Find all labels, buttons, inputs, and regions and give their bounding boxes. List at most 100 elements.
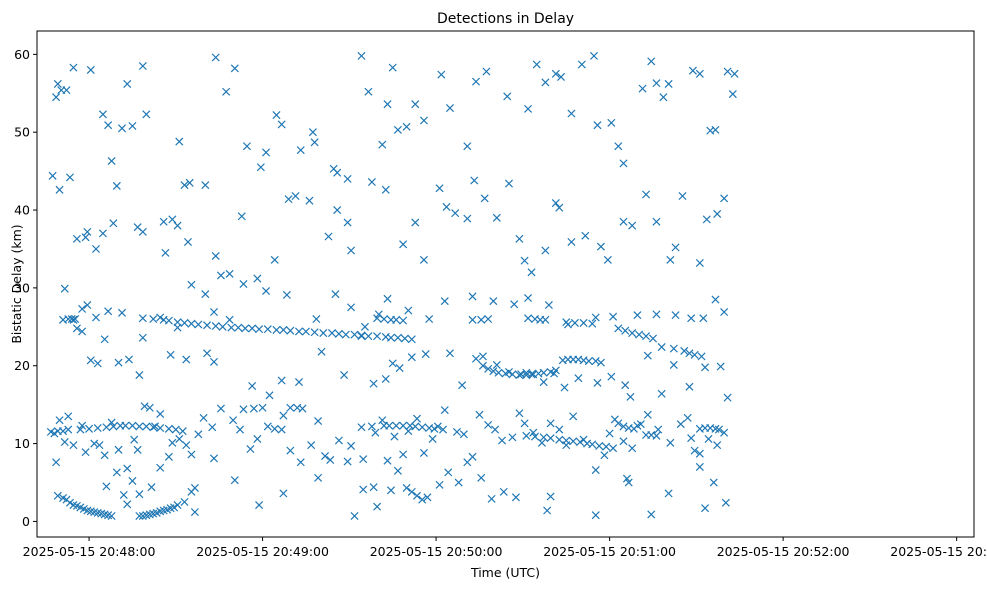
data-point <box>230 476 239 485</box>
data-point <box>381 374 390 383</box>
data-point <box>378 140 387 149</box>
data-point <box>253 274 262 283</box>
data-point <box>333 168 342 177</box>
data-point <box>194 320 203 329</box>
data-point <box>489 367 498 376</box>
data-point <box>498 436 507 445</box>
data-point <box>359 485 368 494</box>
data-point <box>567 237 576 246</box>
data-point <box>119 490 128 499</box>
data-point <box>475 410 484 419</box>
data-point <box>104 121 113 130</box>
data-point <box>147 483 156 492</box>
data-point <box>347 441 356 450</box>
data-point <box>164 316 173 325</box>
x-tick-label: 2025-05-15 20:50:00 <box>370 544 503 559</box>
data-point <box>520 419 529 428</box>
data-point <box>333 206 342 215</box>
data-point <box>544 300 553 310</box>
data-point <box>314 473 323 482</box>
data-point <box>642 332 651 341</box>
data-point <box>702 215 711 224</box>
data-point <box>421 350 430 359</box>
data-point <box>279 325 288 334</box>
data-point <box>173 501 182 510</box>
data-point <box>209 308 219 317</box>
data-point <box>62 86 71 95</box>
data-point <box>477 315 486 324</box>
plot-frame <box>36 30 975 538</box>
data-point <box>235 425 245 434</box>
data-point <box>357 332 366 341</box>
data-point <box>321 452 330 461</box>
data-point <box>491 425 500 434</box>
data-point <box>445 349 454 358</box>
data-point <box>664 489 673 498</box>
y-tick-label: 30 <box>14 280 30 295</box>
data-point <box>605 429 614 438</box>
data-point <box>262 148 271 157</box>
data-point <box>551 69 560 78</box>
data-point <box>393 125 402 134</box>
data-point <box>263 422 272 431</box>
data-point <box>209 357 219 366</box>
data-point <box>532 60 541 69</box>
data-point <box>211 322 220 331</box>
data-point <box>55 185 64 194</box>
data-point <box>638 84 647 93</box>
data-point <box>100 451 109 460</box>
data-point <box>393 333 402 342</box>
data-point <box>100 335 109 344</box>
y-tick-label: 0 <box>22 514 30 529</box>
data-point <box>187 280 196 289</box>
data-point <box>539 433 548 442</box>
data-point <box>515 409 524 418</box>
data-point <box>392 315 401 324</box>
data-point <box>671 311 680 320</box>
data-point <box>242 142 251 151</box>
data-point <box>182 441 191 450</box>
data-point <box>171 425 180 434</box>
data-point <box>418 495 427 504</box>
data-point <box>588 440 597 449</box>
data-point <box>149 315 158 324</box>
data-point <box>607 372 616 381</box>
data-point <box>67 315 76 324</box>
data-point <box>678 192 687 201</box>
data-point <box>471 354 481 363</box>
y-tick-label: 50 <box>14 125 30 140</box>
data-point <box>117 308 127 317</box>
data-point <box>557 72 566 81</box>
data-point <box>386 333 396 342</box>
data-point <box>626 392 635 401</box>
data-point <box>187 450 196 459</box>
data-point <box>369 483 378 492</box>
data-point <box>720 194 729 203</box>
data-point <box>555 425 564 434</box>
data-point <box>388 359 397 368</box>
data-point <box>256 163 265 172</box>
data-point <box>560 383 569 392</box>
data-point <box>593 378 602 387</box>
data-point <box>373 314 382 323</box>
data-point <box>524 104 533 113</box>
data-point <box>185 178 194 187</box>
data-point <box>367 422 376 431</box>
data-point <box>654 425 663 434</box>
data-point <box>164 424 173 433</box>
data-point <box>539 378 548 387</box>
data-point <box>117 124 127 133</box>
data-point <box>168 215 177 224</box>
x-tick-label: 2025-05-15 20:52:00 <box>717 544 850 559</box>
data-point <box>209 454 219 463</box>
data-point <box>385 421 394 430</box>
data-point <box>652 431 661 440</box>
data-point <box>50 429 59 438</box>
data-point <box>636 420 645 429</box>
data-point <box>621 381 630 390</box>
data-point <box>357 51 366 60</box>
data-point <box>262 286 271 296</box>
data-point <box>647 510 656 519</box>
data-point <box>478 352 487 361</box>
data-point <box>130 435 139 444</box>
